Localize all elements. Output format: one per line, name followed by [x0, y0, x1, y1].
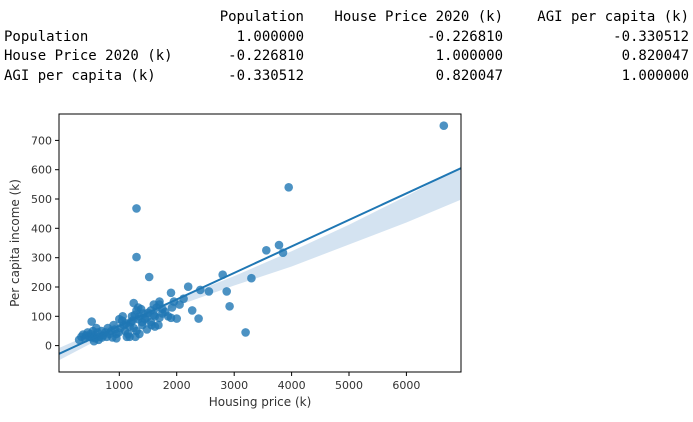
correlation-header-row: Population House Price 2020 (k) AGI per … [4, 8, 689, 28]
y-tick-label: 200 [31, 281, 52, 294]
correlation-row: House Price 2020 (k) -0.226810 1.000000 … [4, 47, 689, 67]
scatter-point [262, 246, 271, 255]
row-label: House Price 2020 (k) [4, 48, 173, 64]
y-axis-label: Per capita income (k) [8, 179, 22, 307]
y-tick-label: 0 [45, 340, 52, 353]
correlation-value: -0.226810 [228, 48, 304, 64]
axes-frame [58, 113, 462, 373]
scatter-point [134, 303, 143, 312]
scatter-plot: 1000 2000 3000 4000 5000 6000 0 100 200 300 400 500… [8, 113, 462, 409]
x-tick-label: 1000 [105, 379, 133, 392]
correlation-row: Population 1.000000 -0.226810 -0.330512 [4, 28, 689, 48]
x-tick-label: 3000 [220, 379, 248, 392]
scatter-point [241, 328, 250, 337]
correlation-value: 0.820047 [435, 67, 503, 84]
x-tick-label: 6000 [392, 379, 420, 392]
scatter-point [204, 287, 214, 296]
scatter-point [147, 320, 156, 330]
column-header: AGI per capita (k) [537, 9, 689, 25]
scatter-point [225, 302, 234, 311]
correlation-value: 1.000000 [236, 28, 304, 45]
y-tick-label: 600 [31, 164, 52, 177]
scatter-point [122, 332, 132, 342]
scatter-point [247, 273, 256, 283]
scatter-point [166, 313, 176, 323]
scatter-point [74, 335, 84, 345]
x-tick-label: 4000 [278, 379, 306, 392]
correlation-table-output: Population House Price 2020 (k) AGI per … [4, 8, 689, 86]
row-label: AGI per capita (k) [4, 67, 156, 84]
scatter-point [112, 334, 121, 343]
column-header: Population [219, 9, 304, 25]
scatter-plot-figure: 1000 2000 3000 4000 5000 6000 0 100 200 300 400 500… [0, 110, 470, 418]
y-tick-label: 100 [31, 310, 52, 323]
x-tick-label: 5000 [335, 379, 363, 392]
correlation-value: -0.330512 [613, 28, 689, 45]
scatter-point [175, 300, 184, 309]
scatter-point [166, 288, 176, 298]
scatter-point [144, 272, 154, 282]
scatter-point [439, 121, 449, 130]
correlation-value: -0.330512 [228, 67, 304, 84]
y-tick-label: 500 [31, 193, 52, 206]
scatter-point [87, 317, 96, 326]
scatter-point [132, 252, 141, 262]
x-tick-label: 2000 [163, 379, 191, 392]
scatter-point [284, 183, 294, 192]
scatter-point [274, 240, 284, 250]
scatter-point [132, 204, 141, 213]
correlation-value: 1.000000 [435, 48, 503, 64]
scatter-point [194, 314, 203, 323]
y-tick-label: 400 [31, 222, 52, 235]
scatter-point [187, 306, 197, 315]
regression-line [59, 167, 461, 355]
correlation-row: AGI per capita (k) -0.330512 0.820047 1.… [4, 67, 689, 87]
row-label: Population [4, 28, 89, 45]
scatter-point [118, 312, 127, 321]
axis-ticks: 1000 2000 3000 4000 5000 6000 0 100 200 300 400 500… [31, 134, 420, 392]
correlation-value: 0.820047 [621, 48, 689, 64]
scatter-point [183, 282, 193, 291]
column-header: House Price 2020 (k) [334, 9, 503, 25]
x-axis-label: Housing price (k) [209, 395, 312, 409]
scatter-point [102, 332, 111, 342]
scatter-point [222, 287, 231, 296]
correlation-value: 1.000000 [621, 67, 689, 84]
scatter-point [149, 310, 159, 320]
correlation-value: -0.226810 [427, 28, 503, 45]
y-tick-label: 300 [31, 252, 52, 265]
y-tick-label: 700 [31, 134, 52, 147]
scatter-point [167, 303, 177, 312]
